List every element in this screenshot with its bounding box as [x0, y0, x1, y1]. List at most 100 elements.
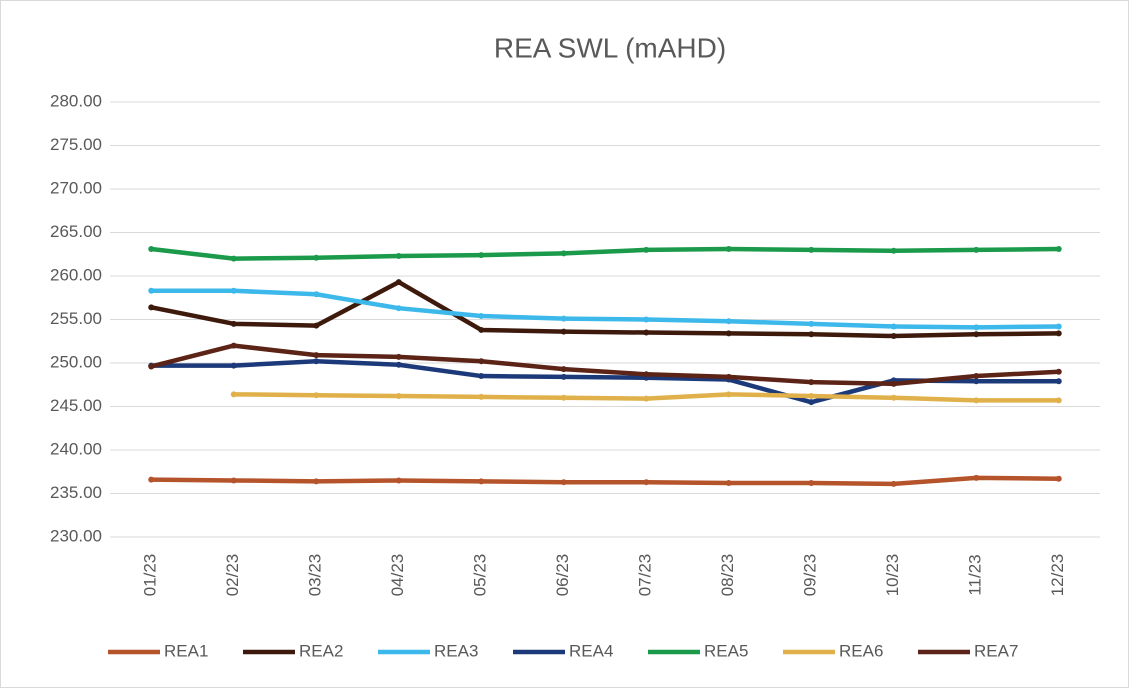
series-line — [150, 343, 1059, 387]
point — [560, 394, 567, 401]
point — [148, 287, 155, 294]
point — [395, 353, 402, 360]
point — [313, 358, 320, 365]
point — [808, 320, 815, 327]
point — [973, 324, 980, 331]
point — [1055, 475, 1062, 482]
legend-label: REA4 — [569, 641, 613, 660]
x-tick-label: 04/23 — [388, 554, 407, 597]
x-tick-label: 02/23 — [223, 554, 242, 597]
x-tick-label: 05/23 — [471, 554, 490, 597]
legend-label: REA5 — [704, 641, 748, 660]
point — [725, 373, 732, 380]
x-tick-label: 09/23 — [801, 554, 820, 597]
point — [230, 287, 237, 294]
point — [230, 362, 237, 369]
point — [643, 329, 650, 336]
point — [313, 291, 320, 298]
point — [560, 366, 567, 373]
point — [1055, 368, 1062, 375]
point — [313, 254, 320, 261]
point — [1055, 397, 1062, 404]
point — [890, 394, 897, 401]
legend-label: REA6 — [839, 641, 883, 660]
x-tick-label: 03/23 — [306, 554, 325, 597]
point — [1055, 246, 1062, 253]
point — [560, 373, 567, 380]
point — [890, 333, 897, 340]
point — [560, 315, 567, 322]
y-tick-label: 245.00 — [50, 396, 102, 415]
point — [973, 378, 980, 385]
y-tick-label: 230.00 — [50, 526, 102, 545]
point — [643, 316, 650, 323]
point — [725, 330, 732, 337]
point — [395, 252, 402, 259]
point — [725, 480, 732, 487]
point — [230, 477, 237, 484]
point — [890, 380, 897, 387]
point — [313, 392, 320, 399]
point — [808, 393, 815, 400]
point — [148, 476, 155, 483]
y-tick-label: 270.00 — [50, 178, 102, 197]
x-tick-label: 01/23 — [141, 554, 160, 597]
point — [808, 379, 815, 386]
point — [148, 363, 155, 370]
point — [395, 279, 402, 286]
y-tick-label: 255.00 — [50, 309, 102, 328]
point — [395, 477, 402, 484]
y-tick-label: 235.00 — [50, 483, 102, 502]
point — [395, 393, 402, 400]
point — [478, 373, 485, 380]
x-tick-label: 12/23 — [1048, 554, 1067, 597]
point — [313, 322, 320, 329]
point — [560, 479, 567, 486]
point — [560, 250, 567, 257]
point — [148, 304, 155, 311]
point — [560, 328, 567, 335]
point — [148, 246, 155, 253]
point — [643, 479, 650, 486]
point — [1055, 330, 1062, 337]
y-tick-label: 250.00 — [50, 352, 102, 371]
point — [808, 246, 815, 253]
point — [725, 391, 732, 398]
legend-label: REA7 — [974, 641, 1018, 660]
point — [478, 478, 485, 485]
series-line — [150, 246, 1059, 261]
point — [890, 323, 897, 330]
point — [973, 474, 980, 481]
legend-label: REA1 — [164, 641, 208, 660]
point — [890, 480, 897, 487]
point — [478, 252, 485, 259]
y-tick-label: 280.00 — [50, 91, 102, 110]
series-line — [151, 475, 1059, 487]
point — [478, 393, 485, 400]
chart-title: REA SWL (mAHD) — [494, 32, 726, 63]
point — [478, 313, 485, 320]
point — [313, 352, 320, 359]
x-tick-label: 07/23 — [636, 554, 655, 597]
point — [313, 478, 320, 485]
point — [1055, 323, 1062, 330]
y-tick-label: 265.00 — [50, 222, 102, 241]
y-tick-label: 260.00 — [50, 265, 102, 284]
point — [395, 305, 402, 312]
point — [643, 371, 650, 378]
y-tick-label: 275.00 — [50, 135, 102, 154]
point — [725, 318, 732, 325]
point — [725, 246, 732, 253]
point — [973, 397, 980, 404]
point — [808, 399, 815, 406]
legend-label: REA2 — [299, 641, 343, 660]
legend-label: REA3 — [434, 641, 478, 660]
x-tick-label: 10/23 — [883, 554, 902, 597]
point — [478, 358, 485, 365]
point — [230, 255, 237, 262]
point — [395, 361, 402, 368]
point — [973, 331, 980, 338]
point — [808, 480, 815, 487]
